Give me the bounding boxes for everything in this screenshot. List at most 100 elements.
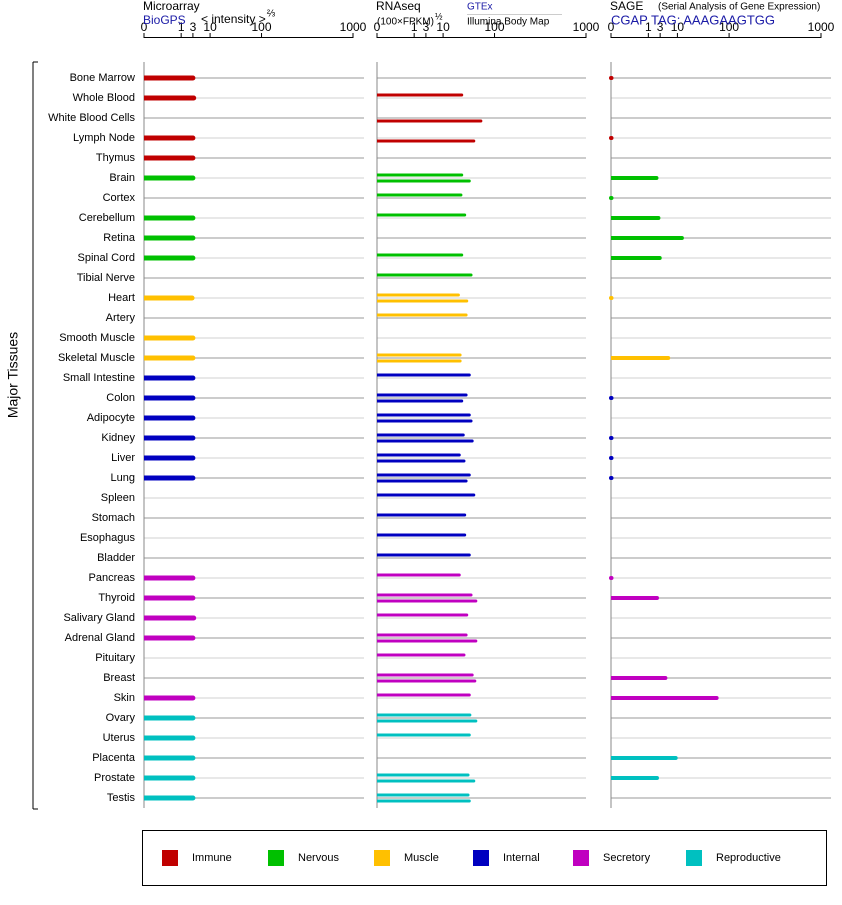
bar-cap <box>460 399 464 403</box>
category-label: White Blood Cells <box>48 112 135 124</box>
bar-cap <box>465 299 469 303</box>
legend-swatch <box>686 850 702 866</box>
bar-cap <box>468 713 472 717</box>
bar-cap <box>457 573 461 577</box>
category-label: Skeletal Muscle <box>58 352 135 364</box>
unit-label: < intensity > <box>201 12 266 26</box>
y-axis-label: Major Tissues <box>5 332 21 418</box>
bar-cap <box>654 776 659 780</box>
bar-cap <box>458 353 462 357</box>
legend-label: Reproductive <box>716 852 781 864</box>
bar-cap <box>459 193 463 197</box>
legend-swatch <box>268 850 284 866</box>
panel-title: SAGE <box>610 0 643 13</box>
x-tick-label: 100 <box>252 20 272 34</box>
bar-cap <box>467 799 471 803</box>
bar-cap <box>465 613 469 617</box>
bar-cap <box>190 755 196 761</box>
bar-cap <box>460 173 464 177</box>
bar-cap <box>470 673 474 677</box>
x-tick-label: 1000 <box>808 20 835 34</box>
bar-cap <box>190 415 196 421</box>
bar-cap <box>673 756 678 760</box>
category-label: Uterus <box>103 732 136 744</box>
bar-cap <box>460 253 464 257</box>
category-label: Artery <box>106 312 136 324</box>
bar-cap <box>190 395 196 401</box>
category-label: Pancreas <box>89 572 136 584</box>
x-tick-label: 0 <box>608 20 615 34</box>
legend-label: Muscle <box>404 852 439 864</box>
bar-cap <box>190 355 196 361</box>
bar-cap <box>472 139 476 143</box>
category-label: Lymph Node <box>73 132 135 144</box>
legend-label: Internal <box>503 852 540 864</box>
bar-cap <box>469 273 473 277</box>
bar-cap <box>467 553 471 557</box>
category-label: Colon <box>106 392 135 404</box>
panel-title: Microarray <box>143 0 200 13</box>
bar-cap <box>479 119 483 123</box>
category-label: Thyroid <box>98 592 135 604</box>
x-tick-label: 1000 <box>573 20 600 34</box>
category-label: Smooth Muscle <box>59 332 135 344</box>
legend-swatch <box>473 850 489 866</box>
bar-cap <box>472 493 476 497</box>
legend-label: Immune <box>192 852 232 864</box>
x-tick-label: 10 <box>671 20 685 34</box>
legend-swatch <box>162 850 178 866</box>
bar-cap <box>470 439 474 443</box>
bar-cap <box>474 639 478 643</box>
bar-cap <box>467 373 471 377</box>
category-label: Tibial Nerve <box>77 272 135 284</box>
category-label: Pituitary <box>95 652 135 664</box>
bar-cap <box>464 633 468 637</box>
bar-cap <box>461 433 465 437</box>
panel-subtitle: (Serial Analysis of Gene Expression) <box>658 2 820 13</box>
x-tick-label: 0 <box>374 20 381 34</box>
bar-cap <box>190 635 196 641</box>
legend-label: Secretory <box>603 852 651 864</box>
category-label: Placenta <box>92 752 136 764</box>
bar-cap <box>190 455 196 461</box>
x-tick-label: 0 <box>141 20 148 34</box>
category-label: Cerebellum <box>79 212 135 224</box>
bar-cap <box>460 93 464 97</box>
legend-swatch <box>573 850 589 866</box>
bar-cap <box>190 75 196 81</box>
bar-cap <box>190 475 196 481</box>
bar-cap <box>462 653 466 657</box>
bar-cap <box>472 779 476 783</box>
bar-cap <box>189 295 195 301</box>
bar-cap <box>467 413 471 417</box>
category-label: Stomach <box>92 512 135 524</box>
x-tick-label: 10 <box>203 20 217 34</box>
series-name: Illumina Body Map <box>467 17 550 28</box>
bar-cap <box>190 735 196 741</box>
legend-label: Nervous <box>298 852 339 864</box>
category-label: Retina <box>103 232 136 244</box>
unit-exponent: ½ <box>435 11 443 21</box>
category-label: Adrenal Gland <box>65 632 135 644</box>
bar-cap <box>463 213 467 217</box>
bar-cap <box>458 359 462 363</box>
bar-cap <box>464 313 468 317</box>
category-label: Brain <box>109 172 135 184</box>
x-tick-label: 3 <box>657 20 664 34</box>
bar-cap <box>190 375 196 381</box>
bar-cap <box>191 95 197 101</box>
bar-cap <box>467 733 471 737</box>
bar-cap <box>714 696 719 700</box>
bar-cap <box>466 793 470 797</box>
bar-cap <box>474 719 478 723</box>
bar-cap <box>190 155 196 161</box>
bar-cap <box>462 459 466 463</box>
bar-cap <box>190 135 196 141</box>
category-label: Adipocyte <box>87 412 135 424</box>
bar-cap <box>469 419 473 423</box>
bar-cap <box>467 473 471 477</box>
unit-label: (100×FPKM) <box>377 17 434 28</box>
x-tick-label: 1 <box>178 20 185 34</box>
